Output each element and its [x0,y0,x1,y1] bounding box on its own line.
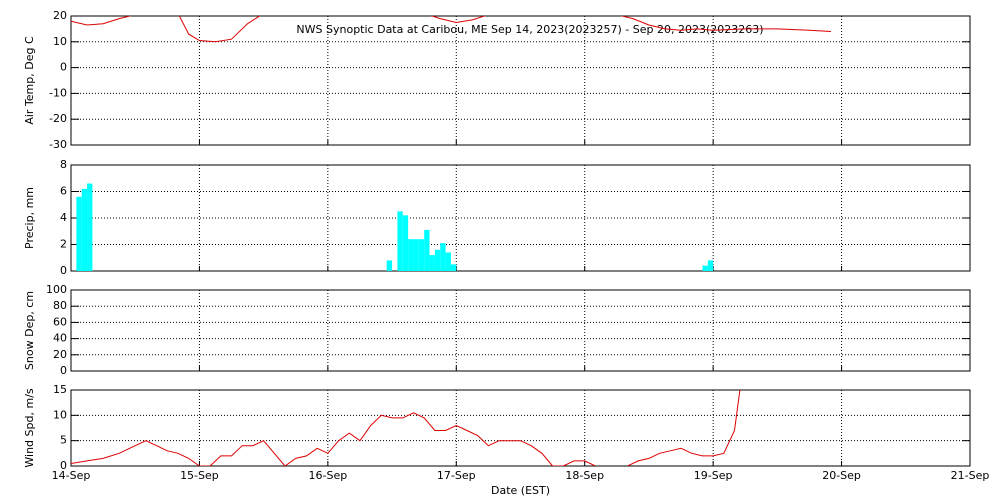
y-tick-label: -20 [49,112,67,125]
frame [70,15,971,146]
frame [70,164,971,272]
x-tick-label: 14-Sep [52,469,91,482]
x-tick-label: 17-Sep [437,469,476,482]
y-axis-label: Snow Dep, cm [23,291,36,370]
x-tick-label: 21-Sep [951,469,990,482]
y-axis-label: Wind Spd, m/s [23,388,36,468]
bar [429,255,435,271]
y-tick-label: 15 [53,383,67,396]
frame [70,289,971,372]
y-tick-label: 0 [60,61,67,74]
frame [70,389,971,467]
y-tick-label: 60 [53,315,67,328]
chart-title: NWS Synoptic Data at Caribou, ME Sep 14,… [296,23,763,36]
y-axis-label: Air Temp, Deg C [23,36,36,125]
bar [386,260,393,271]
y-tick-label: -30 [49,138,67,151]
y-axis-label: Precip, mm [23,187,36,249]
y-tick-label: 6 [60,185,67,198]
y-tick-label: 4 [60,211,67,224]
bar [434,249,441,271]
bar [445,252,451,271]
y-tick-label: 40 [53,332,67,345]
bar [413,239,419,271]
y-tick-label: 8 [60,158,67,171]
plot-area [71,16,831,43]
y-tick-label: 100 [46,283,67,296]
bar [707,260,714,271]
bar [397,211,403,271]
y-tick-label: 0 [60,364,67,377]
x-tick-label: 20-Sep [822,469,861,482]
y-tick-label: 5 [60,434,67,447]
y-tick-label: 20 [53,348,67,361]
data-line [71,390,741,466]
y-tick-label: 20 [53,9,67,22]
x-tick-label: 18-Sep [565,469,604,482]
bar [408,239,414,271]
y-tick-label: 10 [53,408,67,421]
bar [76,196,82,271]
bar [702,265,708,271]
bar [81,188,88,271]
x-tick-label: 19-Sep [694,469,733,482]
plot-area [76,183,714,271]
y-tick-label: 10 [53,35,67,48]
bar [402,215,409,271]
y-tick-label: 80 [53,299,67,312]
bar [418,239,425,271]
bar [440,243,446,271]
plot-area [71,390,741,466]
x-axis-label: Date (EST) [491,484,550,497]
x-tick-label: 16-Sep [309,469,348,482]
bar [87,183,93,271]
data-line [71,16,831,43]
bar [450,264,457,271]
bar [424,229,430,271]
y-tick-label: 0 [60,459,67,472]
x-tick-label: 15-Sep [180,469,219,482]
y-tick-label: 2 [60,238,67,251]
y-tick-label: 0 [60,264,67,277]
y-tick-label: -10 [49,86,67,99]
